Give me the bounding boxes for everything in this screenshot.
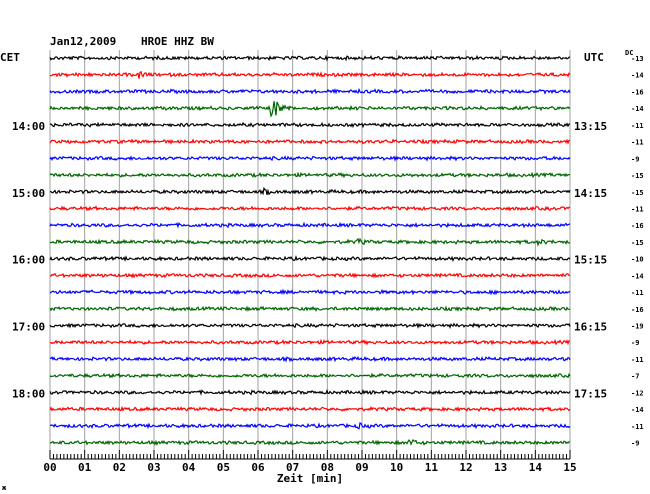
x-tick-label: 11 <box>425 461 439 474</box>
dc-offset-label: -15 <box>631 239 644 247</box>
right-time-label: 13:15 <box>574 120 607 133</box>
trace-line <box>49 121 571 129</box>
corner-mark: ж <box>2 484 7 492</box>
x-tick-label: 06 <box>251 461 265 474</box>
trace-line <box>49 87 571 95</box>
dc-offset-label: -9 <box>631 339 639 347</box>
x-axis-label: Zeit [min] <box>277 472 343 485</box>
x-tick-label: 07 <box>286 461 299 474</box>
trace-line <box>49 70 571 79</box>
trace-line <box>49 355 571 363</box>
dc-offset-label: -14 <box>631 272 644 280</box>
x-tick-label: 00 <box>43 461 56 474</box>
left-zone-label: CET <box>0 51 20 64</box>
trace-line <box>49 322 571 329</box>
dc-offset-label: -11 <box>631 205 644 213</box>
label-group: -13 -14 -16 -14 -11 -11 -9 -15 -15 -11 -16 -15 -10 -1… <box>12 55 644 448</box>
dc-offset-label: -7 <box>631 373 639 381</box>
left-time-label: 17:00 <box>12 321 45 334</box>
trace-line <box>49 205 570 212</box>
right-zone-label: UTC <box>584 51 604 64</box>
right-time-label: 15:15 <box>574 254 607 267</box>
dc-offset-label: -19 <box>631 323 644 331</box>
chart-date: Jan12,2009 <box>50 35 116 48</box>
dc-offset-label: -11 <box>631 289 644 297</box>
trace-line <box>49 438 571 446</box>
dc-offset-label: -15 <box>631 189 644 197</box>
x-tick-label: 08 <box>321 461 334 474</box>
right-time-label: 16:15 <box>574 321 607 334</box>
x-tick-label: 01 <box>78 461 92 474</box>
chart-station: HROE HHZ BW <box>141 35 214 48</box>
left-time-label: 14:00 <box>12 120 45 133</box>
dc-offset-label: -14 <box>631 105 644 113</box>
x-tick-label: 15 <box>563 461 576 474</box>
trace-line <box>49 101 571 118</box>
trace-line <box>49 405 571 413</box>
dc-offset-label: -12 <box>631 389 644 397</box>
dc-offset-label: -15 <box>631 172 644 180</box>
trace-line <box>49 237 571 247</box>
trace-line <box>49 186 571 196</box>
trace-line <box>49 372 571 379</box>
x-tick-label: 12 <box>459 461 472 474</box>
dc-offset-label: -10 <box>631 256 644 264</box>
right-time-label: 17:15 <box>574 387 607 400</box>
trace-line <box>49 388 571 396</box>
dc-offset-label: -16 <box>631 222 644 230</box>
trace-line <box>49 272 571 279</box>
right-time-label: 14:15 <box>574 187 607 200</box>
trace-line <box>49 155 571 162</box>
x-tick-label: 14 <box>529 461 543 474</box>
trace-line <box>49 255 571 263</box>
x-tick-label: 04 <box>182 461 196 474</box>
x-tick-label: 10 <box>390 461 403 474</box>
dc-offset-label: -16 <box>631 88 644 96</box>
left-time-label: 18:00 <box>12 387 45 400</box>
trace-group <box>49 54 571 446</box>
grid <box>49 50 571 450</box>
trace-line <box>49 288 571 296</box>
dc-offset-label: -14 <box>631 72 644 80</box>
x-tick-label: 03 <box>147 461 160 474</box>
left-time-label: 16:00 <box>12 254 45 267</box>
dc-offset-label: -11 <box>631 139 644 147</box>
left-time-label: 15:00 <box>12 187 45 200</box>
dc-offset-label: -9 <box>631 155 639 163</box>
dc-offset-label: -11 <box>631 356 644 364</box>
dc-label: DC <box>625 49 633 57</box>
x-tick-label: 13 <box>494 461 507 474</box>
trace-line <box>49 422 571 430</box>
dc-offset-label: -9 <box>631 440 639 448</box>
x-tick-label: 09 <box>355 461 368 474</box>
x-axis: 00 01 02 03 04 05 06 07 08 09 10 11 12 13 14 15 <box>43 450 577 474</box>
trace-line <box>49 138 571 145</box>
dc-offset-label: -14 <box>631 406 644 414</box>
dc-offset-label: -13 <box>631 55 644 63</box>
dc-offset-label: -16 <box>631 306 644 314</box>
trace-line <box>49 338 571 346</box>
x-tick-label: 05 <box>217 461 230 474</box>
trace-line <box>49 305 571 313</box>
dc-offset-label: -11 <box>631 122 644 130</box>
trace-line <box>49 54 571 62</box>
trace-line <box>49 171 570 179</box>
x-tick-label: 02 <box>113 461 126 474</box>
dc-offset-label: -11 <box>631 423 644 431</box>
trace-line <box>49 221 571 229</box>
